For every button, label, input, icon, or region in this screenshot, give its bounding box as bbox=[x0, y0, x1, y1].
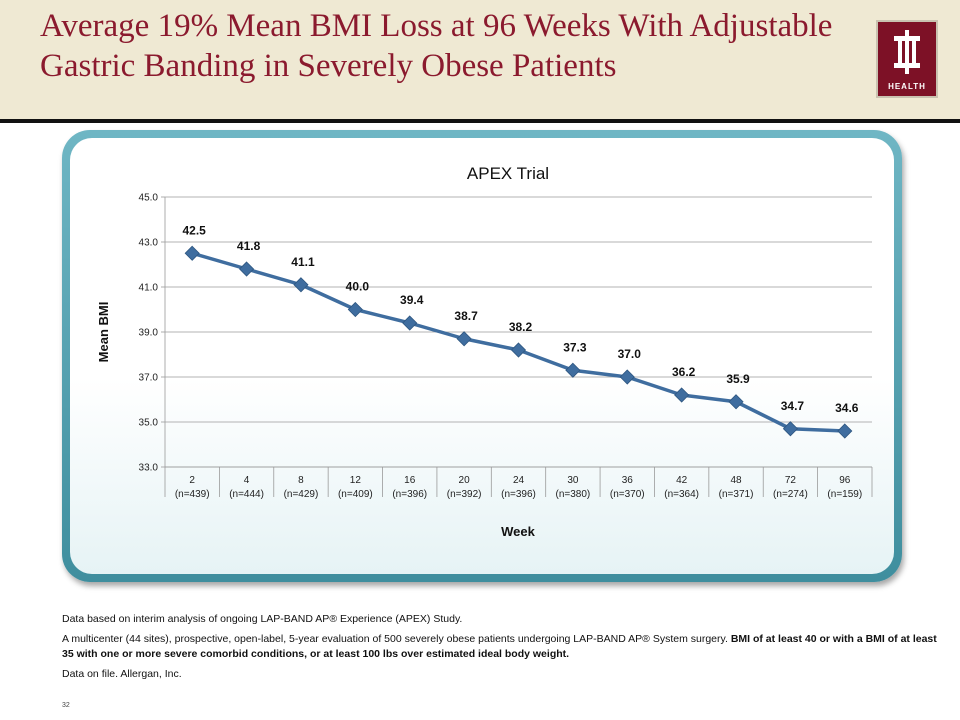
data-point-marker bbox=[565, 362, 581, 378]
y-tick-label: 35.0 bbox=[139, 418, 159, 429]
x-tick-sublabel: (n=392) bbox=[447, 489, 482, 500]
x-tick-label: 2 bbox=[189, 475, 195, 486]
footnote-criteria: BMI of at least 40 or with a BMI of at l… bbox=[62, 633, 937, 660]
data-point-marker bbox=[728, 394, 744, 410]
data-point-marker bbox=[837, 423, 853, 439]
x-tick-label: 72 bbox=[785, 475, 797, 486]
y-tick-label: 45.0 bbox=[139, 193, 159, 204]
data-point-marker bbox=[239, 261, 255, 277]
iu-health-logo: HEALTH bbox=[876, 20, 938, 98]
data-label: 38.2 bbox=[509, 320, 533, 334]
data-label: 36.2 bbox=[672, 365, 696, 379]
x-tick-sublabel: (n=371) bbox=[719, 489, 754, 500]
x-tick-sublabel: (n=380) bbox=[556, 489, 591, 500]
data-point-marker bbox=[347, 301, 363, 318]
footnote-study-text: A multicenter (44 sites), prospective, o… bbox=[62, 633, 731, 645]
chart-background bbox=[70, 138, 894, 574]
data-point-marker bbox=[674, 387, 690, 403]
data-point-marker bbox=[782, 421, 798, 437]
x-tick-label: 30 bbox=[567, 475, 579, 486]
data-point-marker bbox=[619, 369, 635, 385]
x-tick-sublabel: (n=396) bbox=[501, 489, 536, 500]
slide-title: Average 19% Mean BMI Loss at 96 Weeks Wi… bbox=[40, 8, 833, 84]
trident-icon bbox=[894, 30, 920, 74]
x-tick-sublabel: (n=439) bbox=[175, 489, 210, 500]
logo-text: HEALTH bbox=[888, 82, 926, 91]
data-label: 37.3 bbox=[563, 340, 587, 354]
data-label: 40.0 bbox=[346, 280, 370, 294]
header-rule bbox=[0, 119, 960, 123]
data-point-marker bbox=[184, 245, 200, 261]
data-label: 41.1 bbox=[291, 255, 315, 269]
x-tick-label: 4 bbox=[244, 475, 250, 486]
data-label: 39.4 bbox=[400, 293, 424, 307]
data-point-marker bbox=[402, 315, 418, 331]
data-label: 35.9 bbox=[726, 372, 750, 386]
data-label: 34.6 bbox=[835, 401, 859, 415]
footnotes: Data based on interim analysis of ongoin… bbox=[62, 612, 938, 687]
y-tick-label: 37.0 bbox=[139, 373, 159, 384]
x-tick-label: 24 bbox=[513, 475, 525, 486]
y-tick-label: 41.0 bbox=[139, 283, 159, 294]
x-tick-sublabel: (n=159) bbox=[827, 489, 862, 500]
x-tick-sublabel: (n=364) bbox=[664, 489, 699, 500]
x-tick-sublabel: (n=370) bbox=[610, 489, 645, 500]
x-tick-sublabel: (n=396) bbox=[392, 489, 427, 500]
x-tick-sublabel: (n=444) bbox=[229, 489, 264, 500]
x-tick-label: 20 bbox=[459, 475, 471, 486]
data-label: 34.7 bbox=[781, 399, 805, 413]
x-tick-label: 42 bbox=[676, 475, 688, 486]
y-tick-label: 43.0 bbox=[139, 238, 159, 249]
x-tick-label: 48 bbox=[730, 475, 742, 486]
x-tick-label: 96 bbox=[839, 475, 851, 486]
x-tick-label: 16 bbox=[404, 475, 416, 486]
x-tick-label: 36 bbox=[622, 475, 634, 486]
chart-title: APEX Trial bbox=[467, 164, 549, 183]
series-line bbox=[191, 251, 845, 433]
x-axis-label: Week bbox=[501, 524, 535, 539]
footnote-study-description: A multicenter (44 sites), prospective, o… bbox=[62, 632, 938, 662]
data-label: 42.5 bbox=[183, 223, 207, 237]
data-label: 41.8 bbox=[237, 239, 261, 253]
x-tick-label: 12 bbox=[350, 475, 362, 486]
data-label: 38.7 bbox=[454, 309, 478, 323]
bmi-line-chart: APEX Trial Mean BMI Week 33.0 35.0 37.0 39.… bbox=[96, 164, 873, 539]
x-tick-label: 8 bbox=[298, 475, 304, 486]
data-point-marker bbox=[293, 277, 309, 293]
y-tick-label: 33.0 bbox=[139, 463, 159, 474]
data-point-marker bbox=[456, 331, 472, 347]
footnote-data-on-file: Data on file. Allergan, Inc. bbox=[62, 668, 182, 680]
x-tick-sublabel: (n=409) bbox=[338, 489, 373, 500]
y-axis-label: Mean BMI bbox=[96, 302, 111, 363]
data-label: 37.0 bbox=[618, 347, 642, 361]
x-tick-sublabel: (n=274) bbox=[773, 489, 808, 500]
slide-number: 32 bbox=[62, 702, 70, 709]
footnote-source: Data based on interim analysis of ongoin… bbox=[62, 613, 463, 625]
header-band bbox=[0, 0, 960, 120]
y-tick-label: 39.0 bbox=[139, 328, 159, 339]
data-point-marker bbox=[510, 342, 527, 358]
x-tick-sublabel: (n=429) bbox=[284, 489, 319, 500]
chart-frame bbox=[62, 130, 902, 582]
